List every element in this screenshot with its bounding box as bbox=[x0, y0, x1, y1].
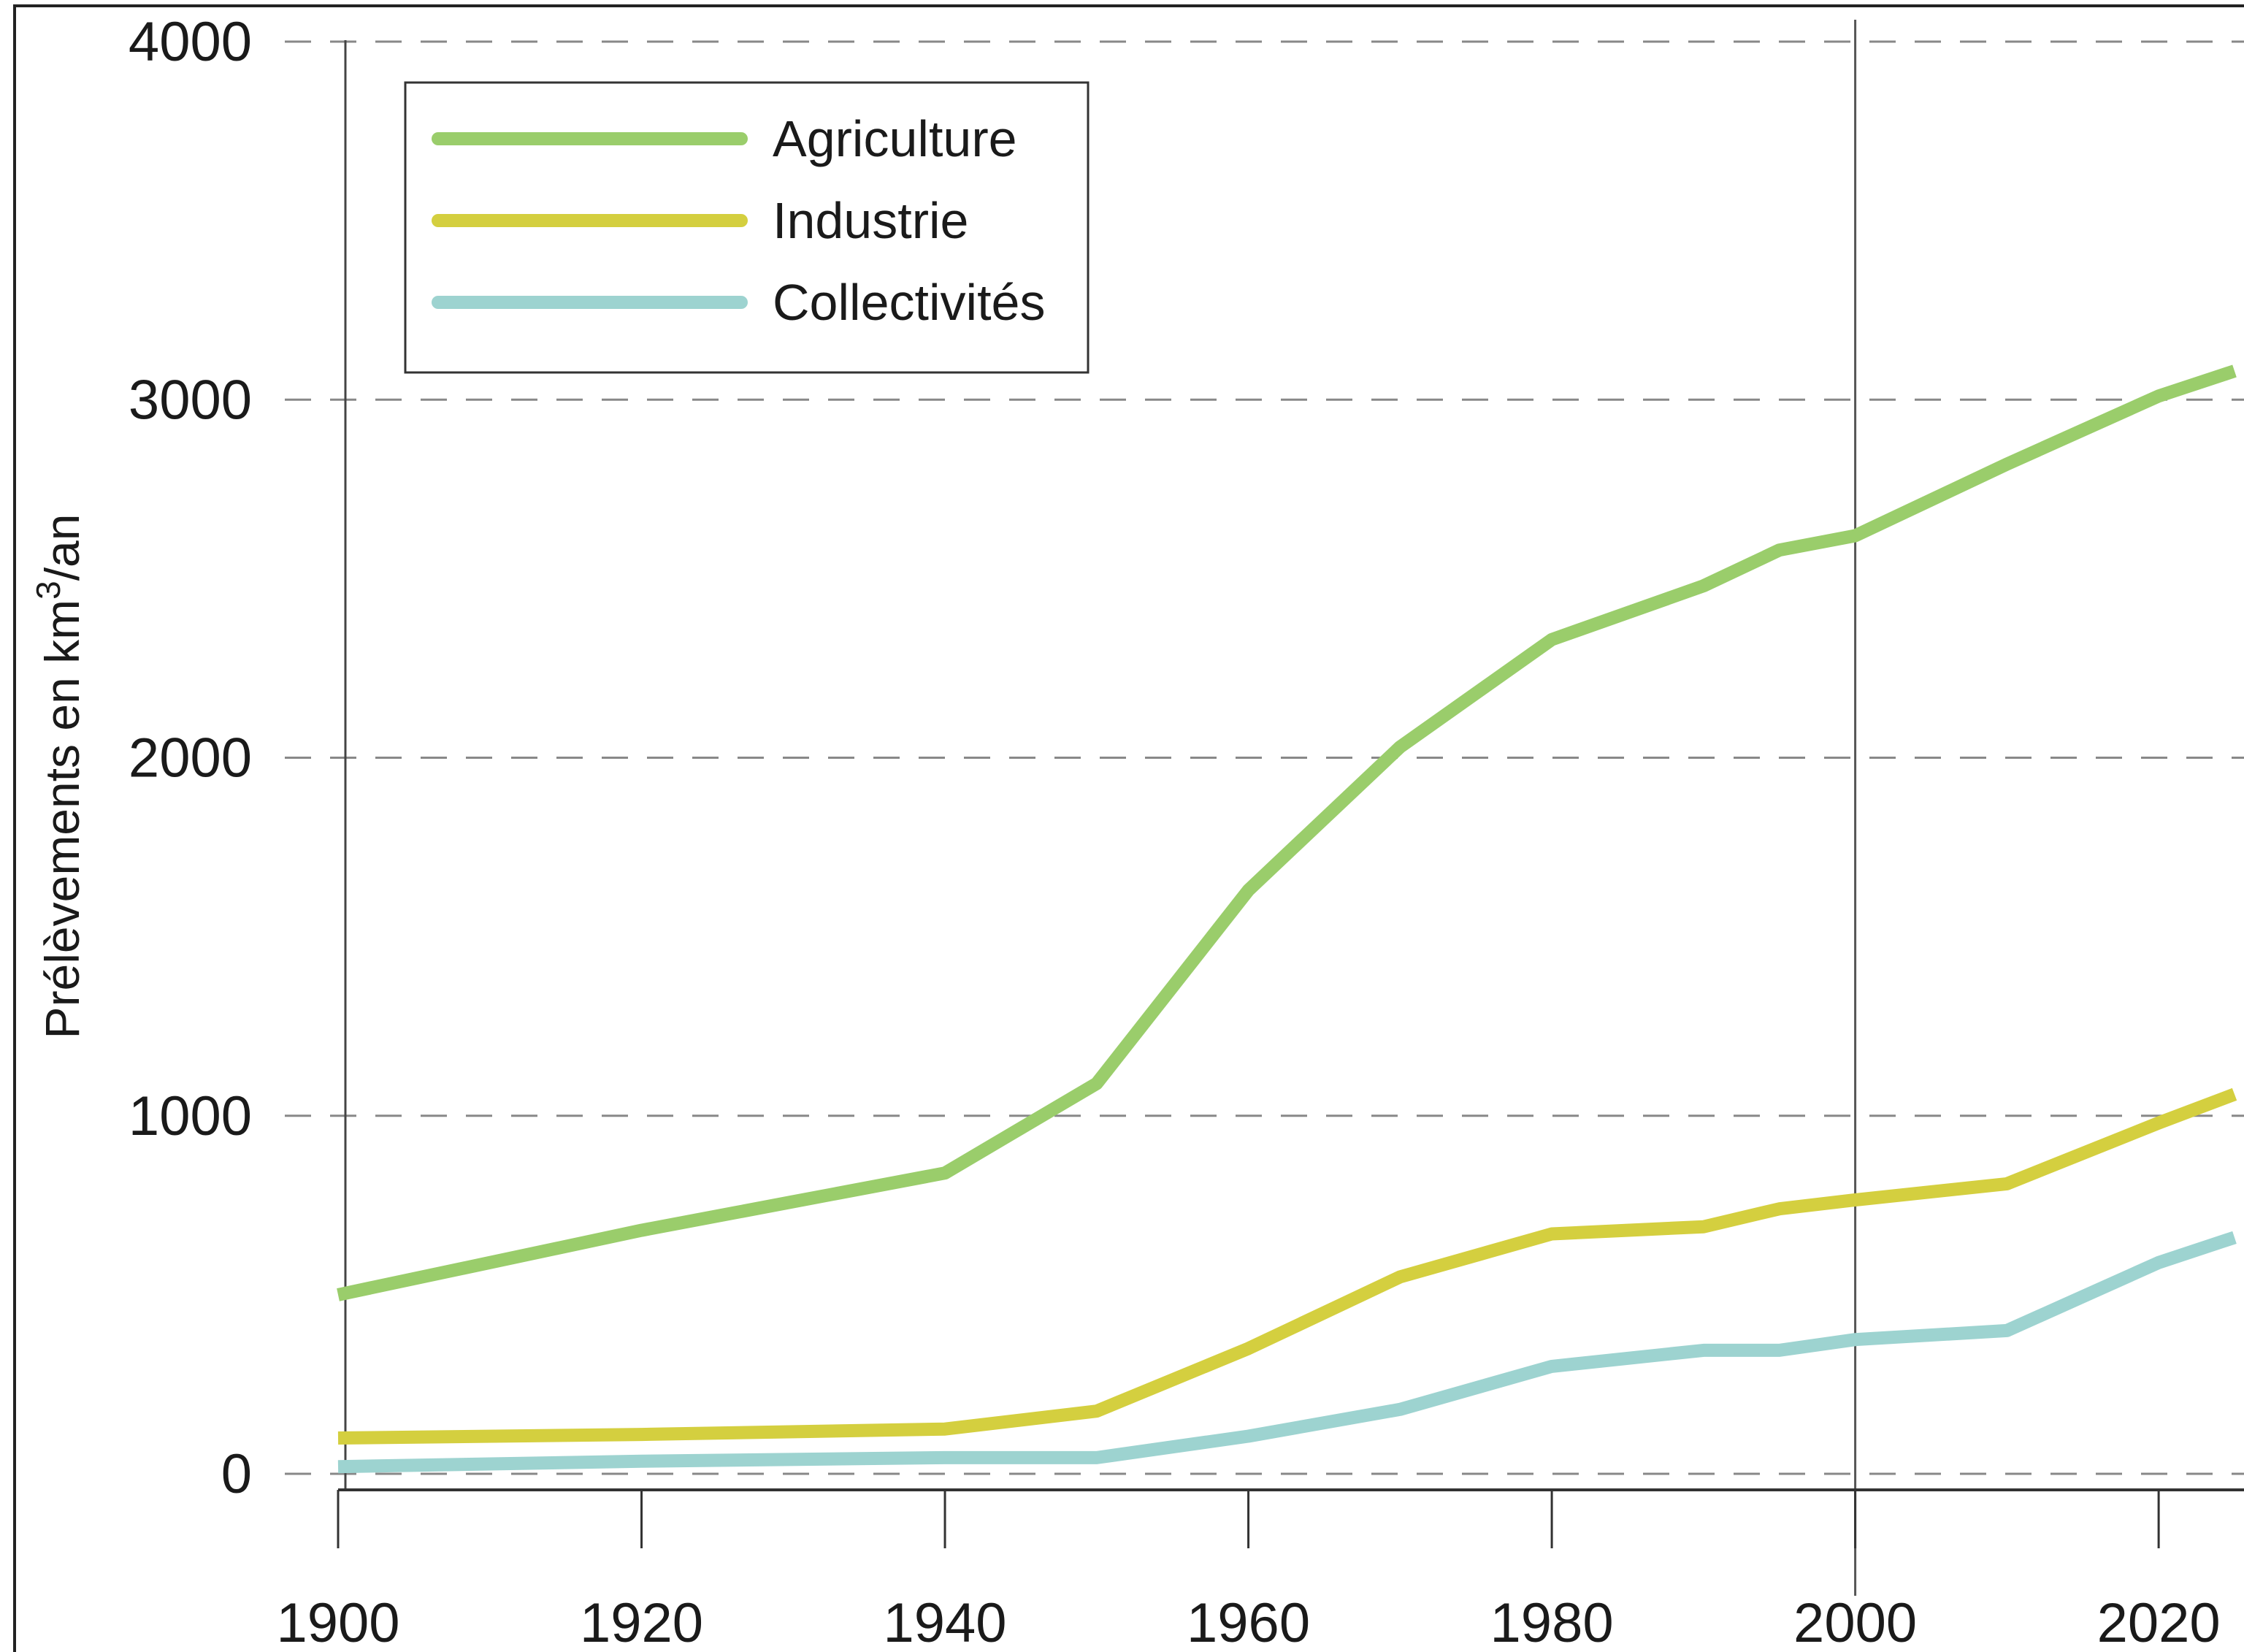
x-tick-label-2000: 2000 bbox=[1793, 1592, 1917, 1652]
legend-label-collectivites: Collectivités bbox=[773, 274, 1045, 331]
legend-box bbox=[404, 81, 1090, 374]
series-line-industrie bbox=[337, 1087, 2237, 1445]
series-line-agriculture bbox=[337, 364, 2237, 1301]
legend-label-industrie: Industrie bbox=[773, 192, 968, 249]
x-tick-label-1940: 1940 bbox=[884, 1592, 1007, 1652]
y-axis-label-superscript: 3 bbox=[29, 581, 67, 600]
y-axis-label-suffix: /an bbox=[35, 514, 89, 581]
gridlines bbox=[285, 40, 2244, 1475]
y-tick-label-1000: 1000 bbox=[129, 1085, 252, 1147]
x-tick-label-1960: 1960 bbox=[1187, 1592, 1310, 1652]
chart-frame bbox=[13, 4, 2244, 1652]
x-tick-label-1900: 1900 bbox=[276, 1592, 399, 1652]
series-line-collectivits bbox=[337, 1231, 2237, 1474]
legend: Agriculture Industrie Collectivités bbox=[404, 81, 1090, 374]
y-tick-label-4000: 4000 bbox=[129, 11, 252, 73]
y-tick-label-0: 0 bbox=[221, 1443, 252, 1505]
y-tick-label-2000: 2000 bbox=[129, 727, 252, 789]
y-axis-label-main: Prélèvements en km bbox=[35, 600, 89, 1039]
axes bbox=[337, 40, 2244, 1548]
legend-label-agriculture: Agriculture bbox=[773, 110, 1017, 167]
series-lines bbox=[337, 364, 2237, 1474]
x-tick-label-2020: 2020 bbox=[2097, 1592, 2221, 1652]
y-tick-label-3000: 3000 bbox=[129, 369, 252, 431]
y-axis-label: Prélèvements en km3/an bbox=[29, 514, 89, 1039]
x-tick-label-1980: 1980 bbox=[1490, 1592, 1614, 1652]
x-tick-label-1920: 1920 bbox=[580, 1592, 703, 1652]
tick-labels: 0 1000 2000 3000 4000 1900 1920 1940 1960 1980 200… bbox=[129, 11, 2221, 1652]
